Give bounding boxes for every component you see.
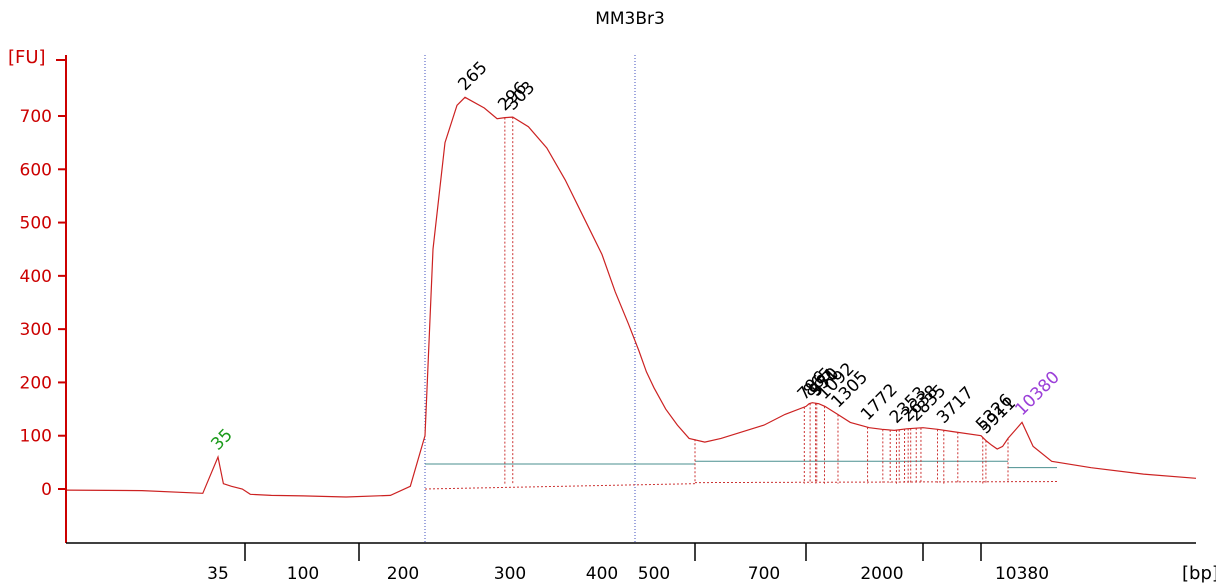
x-tick-label: 100 bbox=[287, 564, 319, 584]
trace-layer bbox=[65, 96, 1197, 498]
y-tick-label: 200 bbox=[20, 373, 52, 393]
integration-baseline bbox=[424, 483, 696, 490]
y-tick-label: 300 bbox=[20, 320, 52, 340]
signal-trace bbox=[65, 96, 1197, 498]
y-tick-label: 600 bbox=[20, 160, 52, 180]
region-markers-layer bbox=[424, 55, 636, 543]
x-tick-label: 500 bbox=[638, 564, 670, 584]
integration-baseline bbox=[694, 481, 1058, 484]
y-tick-label: 500 bbox=[20, 214, 52, 234]
peak-label: 35 bbox=[207, 425, 236, 454]
y-tick-label: 700 bbox=[20, 107, 52, 127]
peak-label: 10380 bbox=[1011, 368, 1063, 420]
y-tick-label: 400 bbox=[20, 267, 52, 287]
peak-label: 265 bbox=[454, 58, 491, 95]
chart-title: MM3Br3 bbox=[595, 9, 665, 29]
baselines-layer bbox=[424, 460, 1058, 490]
labels-layer: 3526529630379686595197010921305177223532… bbox=[207, 58, 1063, 455]
y-tick-label: 100 bbox=[20, 427, 52, 447]
x-tick-label: 10380 bbox=[995, 564, 1049, 584]
axes-layer: 0 100 200 300 400 500 600 700 35 100 200 300 400 500 7… bbox=[20, 55, 1196, 584]
x-axis-label: [bp] bbox=[1182, 563, 1216, 584]
peak-lines-layer bbox=[504, 117, 1009, 484]
x-tick-label: 400 bbox=[586, 564, 618, 584]
x-tick-label: 700 bbox=[748, 564, 780, 584]
y-tick-label: 0 bbox=[41, 480, 52, 500]
x-tick-label: 200 bbox=[387, 564, 419, 584]
x-tick-label: 35 bbox=[207, 564, 229, 584]
y-axis-label: [FU] bbox=[8, 47, 46, 68]
x-tick-label: 2000 bbox=[860, 564, 903, 584]
x-tick-label: 300 bbox=[494, 564, 526, 584]
